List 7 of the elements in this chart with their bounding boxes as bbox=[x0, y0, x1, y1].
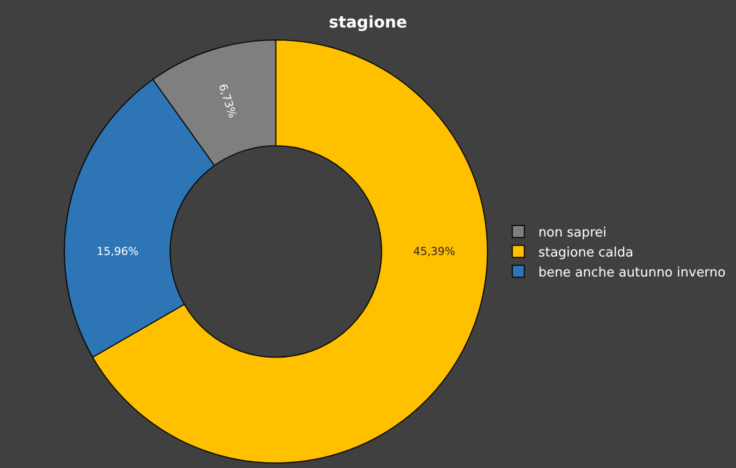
data-label: 6,73% bbox=[216, 82, 240, 120]
legend-label: bene anche autunno inverno bbox=[538, 265, 726, 280]
chart-title: stagione bbox=[328, 12, 408, 32]
legend-label: non saprei bbox=[538, 226, 607, 241]
data-label: 45,39% bbox=[413, 245, 456, 258]
data-label: 15,96% bbox=[96, 245, 139, 258]
legend-label: stagione calda bbox=[538, 245, 634, 260]
